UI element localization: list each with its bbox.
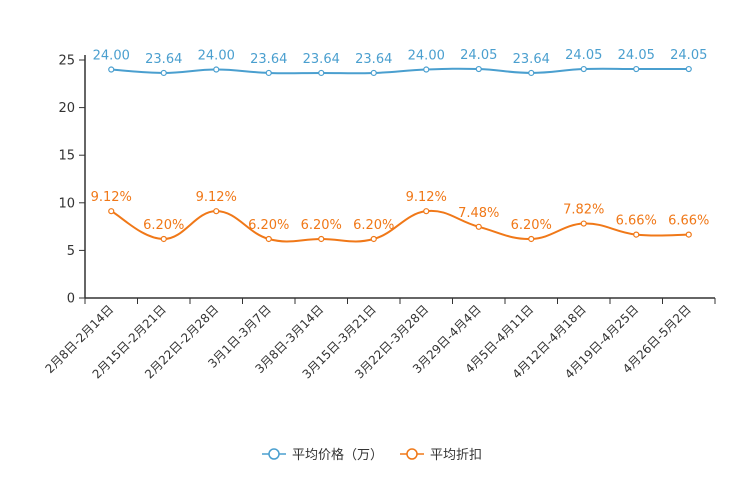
data-point[interactable]	[370, 235, 377, 243]
data-label: 23.64	[355, 52, 392, 67]
data-point[interactable]	[633, 65, 640, 73]
data-label: 6.66%	[668, 214, 709, 229]
y-tick-label: 25	[58, 54, 75, 69]
data-label: 9.12%	[406, 190, 447, 205]
data-label: 23.64	[303, 52, 340, 67]
data-label: 9.12%	[91, 190, 132, 205]
legend-label: 平均价格（万）	[292, 447, 383, 463]
data-label: 6.20%	[511, 218, 552, 233]
data-point[interactable]	[265, 69, 272, 77]
legend-label: 平均折扣	[430, 448, 482, 463]
data-label: 24.05	[670, 48, 707, 63]
data-point[interactable]	[318, 69, 325, 77]
series-2: 9.12% 6.20% 9.12% 6.20% 6.20% 6.20% 9.12% 7.48%…	[91, 190, 709, 243]
legend-item-2[interactable]: 平均折扣	[400, 448, 482, 463]
data-point[interactable]	[580, 65, 587, 73]
series-line	[111, 67, 689, 75]
data-label: 24.00	[93, 49, 130, 64]
data-point[interactable]	[265, 235, 272, 243]
data-point[interactable]	[160, 235, 167, 243]
y-tick-label: 0	[67, 292, 75, 307]
data-label: 24.00	[408, 49, 445, 64]
y-tick-label: 10	[58, 196, 75, 211]
data-label: 24.05	[565, 48, 602, 63]
data-label: 6.66%	[616, 214, 657, 229]
data-label: 23.64	[250, 52, 287, 67]
series-1: 24.00 23.64 24.00 23.64 23.64 23.64 24.00 24.05…	[93, 48, 707, 77]
data-label: 6.20%	[143, 218, 184, 233]
data-point[interactable]	[475, 223, 482, 230]
data-label: 6.20%	[301, 218, 342, 233]
data-point[interactable]	[423, 208, 430, 215]
y-tick-label: 5	[67, 244, 75, 259]
series-layer: 24.00 23.64 24.00 23.64 23.64 23.64 24.00 24.05…	[91, 48, 709, 243]
y-tick-label: 20	[58, 101, 75, 116]
data-point[interactable]	[318, 235, 325, 243]
data-point[interactable]	[213, 208, 220, 215]
legend-swatch-marker	[268, 448, 280, 460]
data-point[interactable]	[213, 66, 220, 73]
data-point[interactable]	[528, 69, 535, 77]
data-point[interactable]	[160, 69, 167, 77]
data-label: 24.00	[198, 49, 235, 64]
data-label: 6.20%	[248, 218, 289, 233]
data-point[interactable]	[685, 65, 692, 73]
data-label: 23.64	[513, 52, 550, 67]
data-point[interactable]	[108, 208, 115, 215]
data-label: 24.05	[460, 48, 497, 63]
data-point[interactable]	[108, 66, 115, 73]
data-label: 9.12%	[196, 190, 237, 205]
y-tick-label: 15	[58, 149, 75, 164]
data-label: 7.82%	[563, 203, 604, 218]
chart-legend[interactable]: 平均价格（万） 平均折扣	[262, 447, 482, 463]
data-point[interactable]	[580, 220, 587, 227]
data-label: 6.20%	[353, 218, 394, 233]
data-point[interactable]	[528, 235, 535, 243]
data-label: 23.64	[145, 52, 182, 67]
data-point[interactable]	[633, 231, 640, 238]
data-point[interactable]	[370, 69, 377, 77]
data-point[interactable]	[423, 66, 430, 73]
data-point[interactable]	[685, 231, 692, 238]
data-label: 7.48%	[458, 206, 499, 221]
legend-swatch-marker	[406, 448, 418, 460]
data-point[interactable]	[475, 65, 482, 73]
legend-item-1[interactable]: 平均价格（万）	[262, 447, 383, 463]
data-label: 24.05	[618, 48, 655, 63]
